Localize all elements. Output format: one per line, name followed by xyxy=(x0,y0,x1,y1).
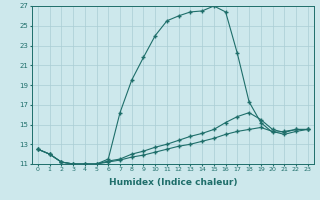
X-axis label: Humidex (Indice chaleur): Humidex (Indice chaleur) xyxy=(108,178,237,187)
